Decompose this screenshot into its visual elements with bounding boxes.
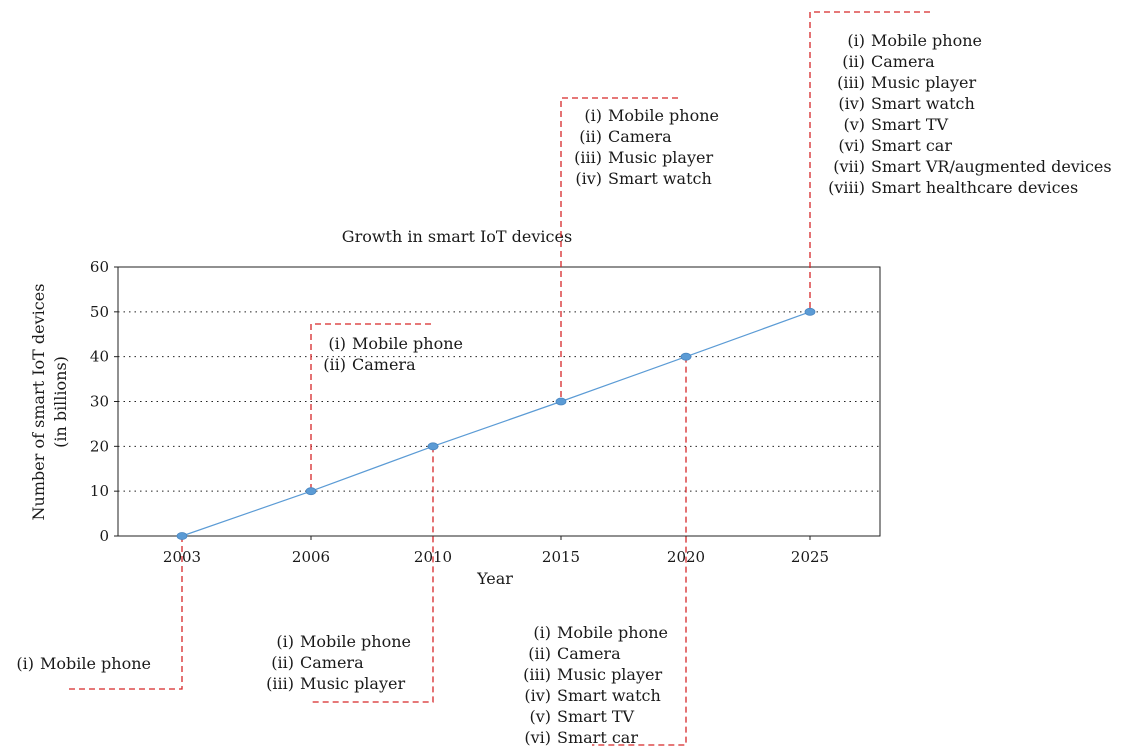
y-tick-label: 20 <box>90 437 109 455</box>
annotation-item-number: (iv) <box>838 94 865 113</box>
annotation-item-number: (iii) <box>266 674 294 693</box>
annotation-item-label: Smart TV <box>871 115 949 134</box>
x-tick-label: 2025 <box>791 548 829 566</box>
y-tick-label: 10 <box>90 482 109 500</box>
annotation-item-number: (ii) <box>579 127 602 146</box>
y-tick-label: 50 <box>90 303 109 321</box>
annotation-item-number: (iv) <box>575 169 602 188</box>
annotation-item-number: (i) <box>847 31 865 50</box>
y-tick-label: 60 <box>90 258 109 276</box>
annotation-item-number: (v) <box>529 707 551 726</box>
y-tick-label: 0 <box>99 527 109 545</box>
annotation-item-label: Smart TV <box>557 707 635 726</box>
x-axis-title: Year <box>476 569 513 588</box>
annotation-item-label: Mobile phone <box>40 654 151 673</box>
gridlines <box>118 311 880 492</box>
series-line <box>181 311 811 537</box>
annotation-item-number: (iii) <box>574 148 602 167</box>
annotation-item-number: (ii) <box>842 52 865 71</box>
annotation-item-label: Music player <box>871 73 976 92</box>
annotation-item-number: (i) <box>533 623 551 642</box>
annotation-item-label: Smart VR/augmented devices <box>871 157 1112 176</box>
y-axis-title-line-1: Number of smart IoT devices <box>29 284 48 521</box>
annotation-item-label: Music player <box>300 674 405 693</box>
data-point-2003 <box>176 532 188 540</box>
annotation-item-number: (i) <box>584 106 602 125</box>
annotation-item-label: Camera <box>871 52 935 71</box>
callout-2025 <box>809 11 930 312</box>
y-tick-label: 40 <box>90 348 109 366</box>
annotation-item-number: (iii) <box>523 665 551 684</box>
annotation-item-label: Mobile phone <box>557 623 668 642</box>
annotation-item-label: Smart watch <box>557 686 661 705</box>
annotation-item-label: Mobile phone <box>608 106 719 125</box>
annotation-item-label: Smart watch <box>608 169 712 188</box>
series <box>176 307 816 540</box>
annotation-item-label: Camera <box>352 355 416 374</box>
y-axis-title: Number of smart IoT devices (in billions… <box>29 284 70 521</box>
annotation-item-label: Camera <box>300 653 364 672</box>
data-point-2015 <box>555 397 567 406</box>
annotation-item-number: (i) <box>328 334 346 353</box>
annotation-item-number: (v) <box>843 115 865 134</box>
annotation-item-number: (vi) <box>838 136 865 155</box>
data-point-2025 <box>804 307 816 316</box>
annotation-item-number: (ii) <box>528 644 551 663</box>
chart-title: Growth in smart IoT devices <box>342 227 572 246</box>
annotation-item-label: Smart car <box>871 136 952 155</box>
annotation-item-number: (i) <box>276 632 294 651</box>
annotation-item-label: Smart healthcare devices <box>871 178 1078 197</box>
annotation-item-number: (viii) <box>828 178 865 197</box>
y-tick-label: 30 <box>90 393 109 411</box>
annotation-callouts <box>66 11 930 746</box>
data-point-2006 <box>305 487 317 496</box>
data-point-2010 <box>427 442 439 451</box>
annotation-item-number: (ii) <box>271 653 294 672</box>
annotation-labels: (i) Mobile phone (i) Mobile phone (ii) Camera… <box>16 31 1111 747</box>
annotation-item-number: (vi) <box>524 728 551 747</box>
annotation-item-label: Camera <box>557 644 621 663</box>
annotation-item-number: (iii) <box>837 73 865 92</box>
annotation-item-number: (vii) <box>833 157 865 176</box>
annotation-item-number: (iv) <box>524 686 551 705</box>
annotation-item-label: Music player <box>608 148 713 167</box>
callout-2020 <box>592 356 687 746</box>
y-axis-title-line-2: (in billions) <box>51 356 70 448</box>
annotation-item-label: Mobile phone <box>352 334 463 353</box>
annotation-item-label: Mobile phone <box>300 632 411 651</box>
annotation-item-number: (i) <box>16 654 34 673</box>
x-tick-label: 2015 <box>542 548 580 566</box>
annotation-item-label: Music player <box>557 665 662 684</box>
callout-2003 <box>66 536 183 690</box>
annotation-item-number: (ii) <box>323 355 346 374</box>
data-point-2020 <box>680 352 692 361</box>
annotation-item-label: Camera <box>608 127 672 146</box>
x-tick-label: 2006 <box>292 548 330 566</box>
callout-2010 <box>312 446 434 703</box>
annotation-item-label: Mobile phone <box>871 31 982 50</box>
callout-2006 <box>310 323 431 492</box>
annotation-item-label: Smart watch <box>871 94 975 113</box>
annotation-item-label: Smart car <box>557 728 638 747</box>
